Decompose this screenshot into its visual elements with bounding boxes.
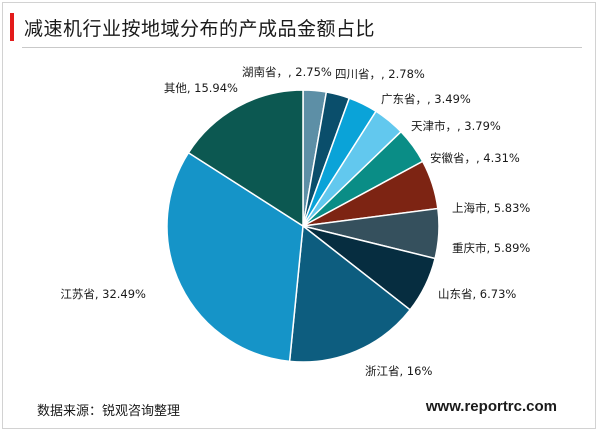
pie-slice-8: [288, 224, 412, 363]
chart-title: 减速机行业按地域分布的产成品金额占比: [24, 18, 376, 40]
source-note: 数据来源：锐观咨询整理: [37, 404, 181, 419]
slice-label-3: 天津市，, 3.79%: [411, 119, 501, 133]
slice-label-9: 江苏省, 32.49%: [60, 287, 146, 301]
slice-label-5: 上海市, 5.83%: [452, 201, 530, 215]
slice-label-0: 湖南省，, 2.75%: [242, 65, 332, 79]
website-link[interactable]: www.reportrc.com: [425, 398, 557, 415]
title-divider: [22, 47, 582, 48]
slice-label-1: 四川省，, 2.78%: [335, 67, 425, 81]
slice-label-6: 重庆市, 5.89%: [452, 241, 530, 255]
title-accent-bar: [10, 13, 14, 41]
slice-label-7: 山东省, 6.73%: [438, 287, 516, 301]
slice-label-10: 其他, 15.94%: [164, 81, 238, 95]
pie-slice-10: [187, 89, 304, 228]
slice-label-4: 安徽省，, 4.31%: [430, 151, 520, 165]
slice-label-2: 广东省，, 3.49%: [381, 92, 471, 106]
slice-label-8: 浙江省, 16%: [365, 364, 432, 378]
